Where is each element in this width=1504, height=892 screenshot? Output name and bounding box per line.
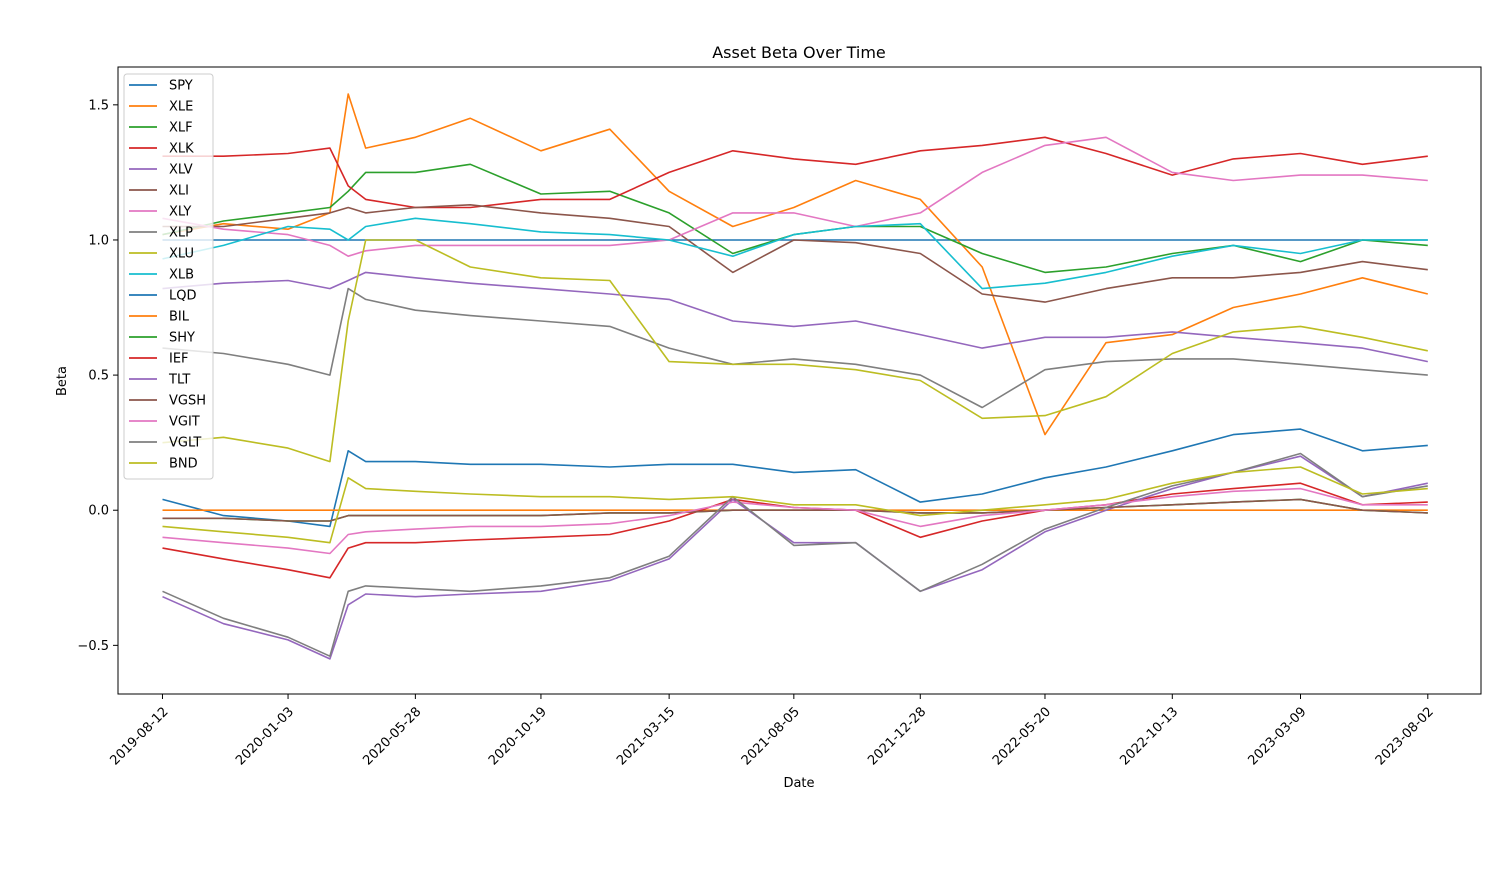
plot-frame — [117, 66, 1482, 695]
legend-label-bil: BIL — [169, 310, 190, 325]
series-line-bnd — [162, 466, 1428, 544]
series-line-xle — [162, 93, 1428, 436]
chart-title: Asset Beta Over Time — [712, 43, 886, 62]
legend-label-ief: IEF — [169, 352, 189, 367]
series-line-tlt — [162, 455, 1428, 660]
y-axis-label: Beta — [55, 366, 70, 396]
legend-label-tlt: TLT — [168, 373, 190, 388]
series-line-vgit — [162, 487, 1428, 555]
y-tick-label: 1.0 — [88, 233, 109, 248]
series-line-xli — [162, 204, 1428, 303]
series-line-xlb — [162, 217, 1428, 290]
series-line-lqd — [162, 428, 1428, 528]
legend-label-xle: XLE — [169, 100, 193, 115]
series-line-xlu — [162, 239, 1428, 463]
legend-label-vglt: VGLT — [169, 436, 201, 451]
legend-label-xlk: XLK — [169, 142, 194, 157]
legend-label-vgit: VGIT — [169, 415, 200, 430]
x-axis-label: Date — [783, 776, 814, 791]
legend: SPY XLE XLF XLK XLV XLI XLY XLP XLU XLB LQD BIL SHY I… — [123, 73, 214, 480]
legend-label-xlb: XLB — [169, 268, 194, 283]
legend-box — [123, 73, 214, 480]
legend-label-shy: SHY — [169, 331, 195, 346]
y-tick-label: −0.5 — [77, 639, 109, 654]
legend-label-bnd: BND — [169, 457, 198, 472]
y-tick-label: 0.0 — [88, 504, 109, 519]
legend-label-lqd: LQD — [169, 289, 197, 304]
legend-label-xly: XLY — [169, 205, 191, 220]
legend-label-xli: XLI — [169, 184, 189, 199]
series-line-vgsh — [162, 498, 1428, 522]
y-axis: −0.5 0.0 0.5 1.0 1.5 — [77, 98, 118, 654]
legend-label-xlp: XLP — [169, 226, 193, 241]
legend-label-xlv: XLV — [169, 163, 193, 178]
legend-label-xlf: XLF — [169, 121, 193, 136]
legend-label-spy: SPY — [169, 79, 193, 94]
legend-label-xlu: XLU — [169, 247, 194, 262]
y-tick-label: 1.5 — [88, 98, 109, 113]
series-line-xlk — [162, 136, 1428, 209]
series-line-xlf — [162, 163, 1428, 274]
y-tick-label: 0.5 — [88, 369, 109, 384]
series-line-xlv — [162, 271, 1428, 363]
series-line-xly — [162, 136, 1428, 258]
plot-series-group — [162, 93, 1428, 660]
legend-label-vgsh: VGSH — [169, 394, 206, 409]
